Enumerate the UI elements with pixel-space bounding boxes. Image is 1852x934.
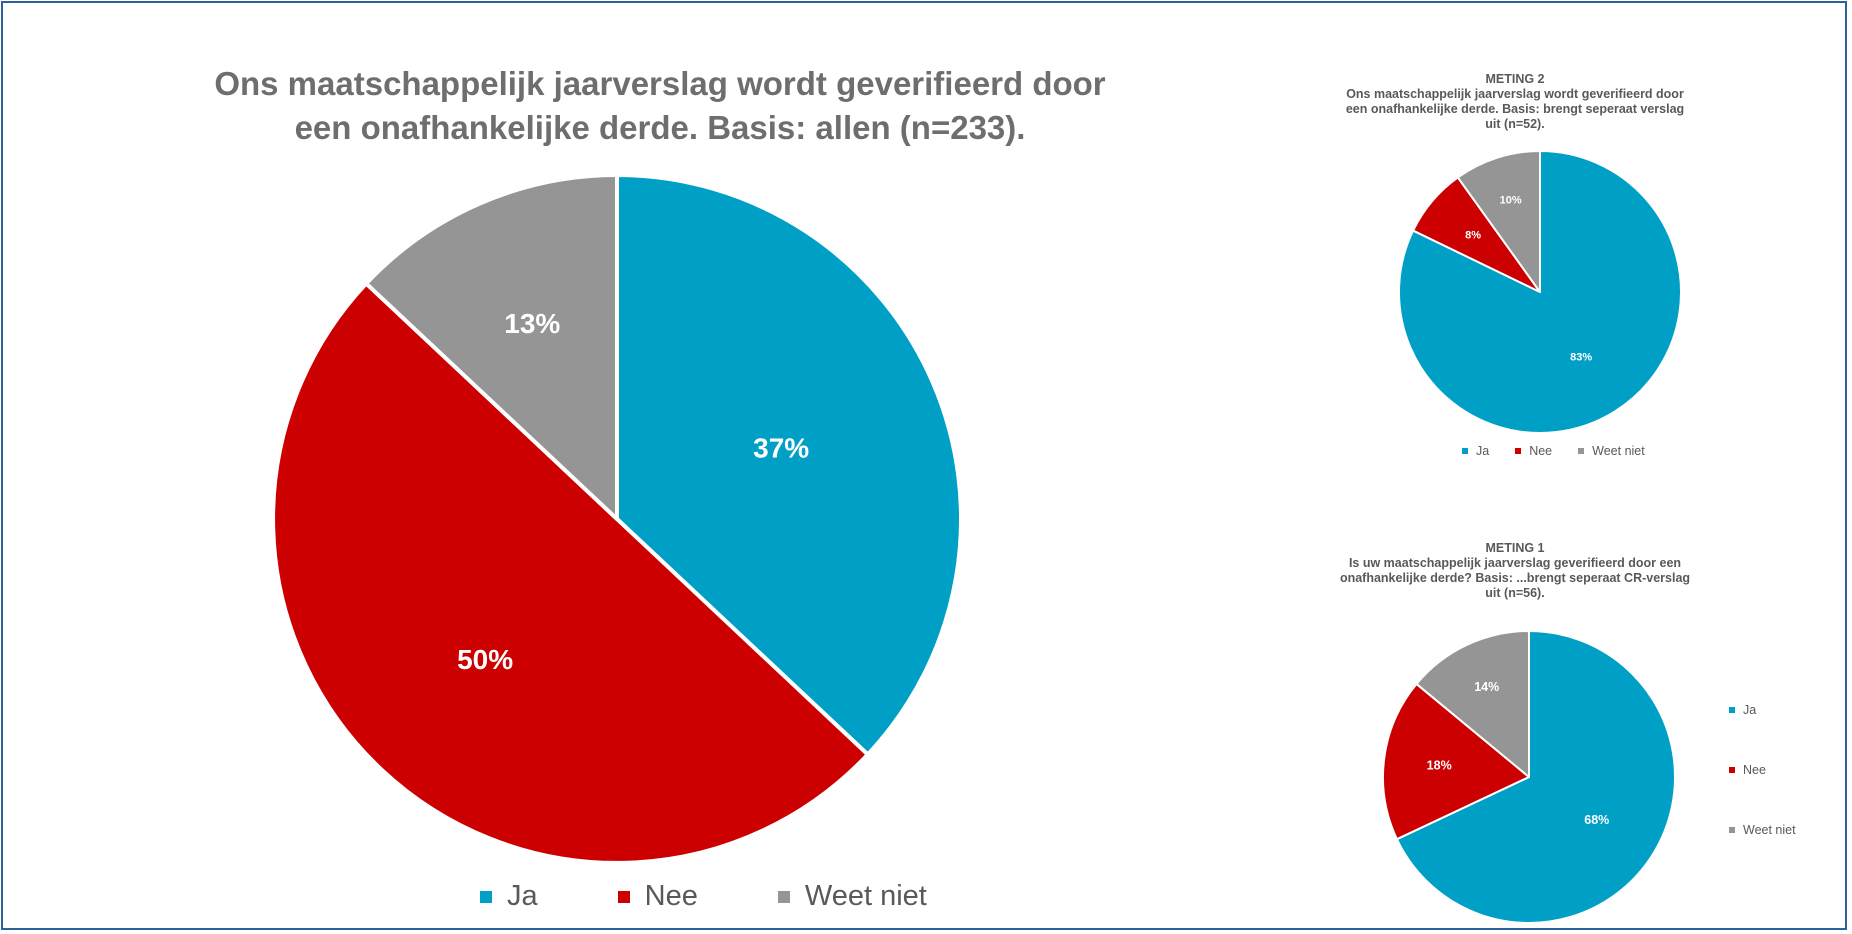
legend-label-nee: Nee bbox=[644, 880, 698, 912]
meting1-pie: 68% 18% 14% bbox=[1382, 630, 1676, 924]
main-legend-item-ja: Ja bbox=[480, 880, 538, 913]
legend-swatch-nee bbox=[1729, 767, 1735, 773]
meting2-title-line-2: Ons maatschappelijk jaarverslag wordt ge… bbox=[1346, 87, 1684, 101]
meting2-title-line-3: een onafhankelijke derde. Basis: brengt … bbox=[1345, 102, 1685, 116]
main-slice-ja bbox=[615, 173, 963, 757]
legend-label-ja: Ja bbox=[1743, 703, 1757, 717]
meting1-title-line-4: uit (n=56). bbox=[1485, 586, 1545, 600]
meting2-chart-title: METING 2 Ons maatschappelijk jaarverslag… bbox=[1290, 72, 1740, 132]
meting1-slice-nee bbox=[1382, 682, 1530, 841]
main-pie: 37% 50% 13% bbox=[271, 173, 963, 865]
legend-swatch-nee bbox=[1515, 448, 1522, 454]
legend-swatch-ja bbox=[1462, 448, 1468, 454]
meting2-pie: 83% 8% 10% bbox=[1398, 150, 1682, 434]
main-label-weet-niet: 13% bbox=[504, 308, 560, 339]
meting1-label-ja: 68% bbox=[1584, 813, 1609, 827]
meting1-slice-ja bbox=[1395, 630, 1676, 924]
main-label-nee: 50% bbox=[457, 644, 513, 675]
meting1-legend-item-ja: Ja bbox=[1729, 700, 1756, 720]
meting1-legend: Ja Nee Weet niet bbox=[1729, 700, 1796, 880]
meting1-legend-item-weet-niet: Weet niet bbox=[1729, 820, 1796, 840]
legend-swatch-weet-niet bbox=[1729, 827, 1735, 833]
main-legend: Ja Nee Weet niet bbox=[480, 880, 1007, 913]
legend-label-nee: Nee bbox=[1743, 763, 1766, 777]
legend-label-ja: Ja bbox=[507, 880, 538, 912]
meting1-title-line-2: Is uw maatschappelijk jaarverslag geveri… bbox=[1348, 556, 1682, 570]
legend-swatch-weet-niet bbox=[1578, 448, 1585, 454]
meting1-slice-weet-niet bbox=[1415, 630, 1530, 778]
legend-label-weet-niet: Weet niet bbox=[1592, 444, 1645, 458]
legend-label-weet-niet: Weet niet bbox=[804, 880, 927, 912]
main-title-line-2: een onafhankelijke derde. Basis: allen (… bbox=[294, 109, 1026, 146]
meting2-title-line-4: uit (n=52). bbox=[1485, 117, 1545, 131]
meting1-title-line-3: onafhankelijke derde? Basis: ...brengt s… bbox=[1339, 571, 1691, 585]
meting1-chart-title: METING 1 Is uw maatschappelijk jaarversl… bbox=[1275, 541, 1755, 601]
main-slice-weet-niet bbox=[364, 173, 619, 521]
meting2-label-weet-niet: 10% bbox=[1500, 195, 1522, 207]
legend-label-weet-niet: Weet niet bbox=[1743, 823, 1796, 837]
meting2-legend-item-ja: Ja bbox=[1462, 444, 1489, 458]
meting2-label-ja: 83% bbox=[1570, 352, 1592, 364]
legend-swatch-ja bbox=[1729, 707, 1735, 713]
legend-swatch-ja bbox=[480, 890, 492, 903]
meting2-label-nee: 8% bbox=[1465, 230, 1481, 242]
main-legend-item-weet-niet: Weet niet bbox=[777, 880, 927, 913]
meting2-slice-weet-niet bbox=[1456, 150, 1541, 293]
meting1-title-line-1: METING 1 bbox=[1485, 541, 1545, 555]
legend-swatch-weet-niet bbox=[777, 890, 790, 903]
main-label-ja: 37% bbox=[753, 432, 809, 463]
main-chart-title: Ons maatschappelijk jaarverslag wordt ge… bbox=[180, 62, 1140, 150]
meting2-legend-item-nee: Nee bbox=[1515, 444, 1552, 458]
legend-swatch-nee bbox=[617, 890, 630, 903]
main-slice-nee bbox=[271, 281, 870, 865]
meting2-legend-item-weet-niet: Weet niet bbox=[1578, 444, 1645, 458]
legend-label-nee: Nee bbox=[1529, 444, 1553, 458]
main-legend-item-nee: Nee bbox=[617, 880, 698, 913]
legend-label-ja: Ja bbox=[1476, 444, 1490, 458]
meting1-legend-item-nee: Nee bbox=[1729, 760, 1766, 780]
main-title-line-1: Ons maatschappelijk jaarverslag wordt ge… bbox=[214, 65, 1106, 102]
meting1-label-weet-niet: 14% bbox=[1474, 680, 1499, 694]
meting2-title-line-1: METING 2 bbox=[1485, 72, 1545, 86]
meting2-legend: Ja Nee Weet niet bbox=[1462, 444, 1671, 458]
meting1-label-nee: 18% bbox=[1427, 759, 1452, 773]
